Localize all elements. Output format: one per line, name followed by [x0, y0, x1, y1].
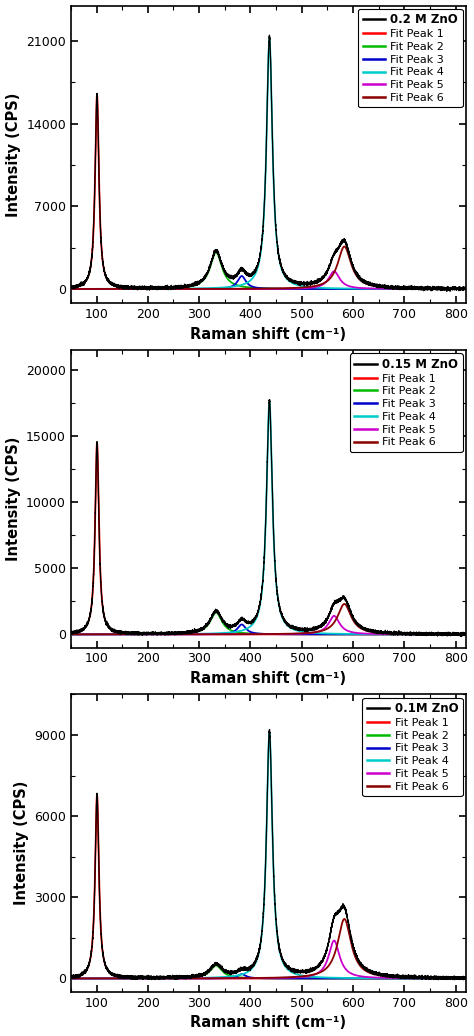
X-axis label: Raman shift (cm⁻¹): Raman shift (cm⁻¹)	[191, 1015, 346, 1031]
Y-axis label: Intensity (CPS): Intensity (CPS)	[14, 781, 28, 905]
Legend: 0.15 M ZnO, Fit Peak 1, Fit Peak 2, Fit Peak 3, Fit Peak 4, Fit Peak 5, Fit Peak: 0.15 M ZnO, Fit Peak 1, Fit Peak 2, Fit …	[350, 353, 463, 452]
Legend: 0.1M ZnO, Fit Peak 1, Fit Peak 2, Fit Peak 3, Fit Peak 4, Fit Peak 5, Fit Peak 6: 0.1M ZnO, Fit Peak 1, Fit Peak 2, Fit Pe…	[362, 697, 463, 797]
X-axis label: Raman shift (cm⁻¹): Raman shift (cm⁻¹)	[191, 326, 346, 342]
Y-axis label: Intensity (CPS): Intensity (CPS)	[6, 436, 20, 560]
X-axis label: Raman shift (cm⁻¹): Raman shift (cm⁻¹)	[191, 671, 346, 686]
Y-axis label: Intensity (CPS): Intensity (CPS)	[6, 92, 21, 217]
Legend: 0.2 M ZnO, Fit Peak 1, Fit Peak 2, Fit Peak 3, Fit Peak 4, Fit Peak 5, Fit Peak : 0.2 M ZnO, Fit Peak 1, Fit Peak 2, Fit P…	[358, 9, 463, 108]
